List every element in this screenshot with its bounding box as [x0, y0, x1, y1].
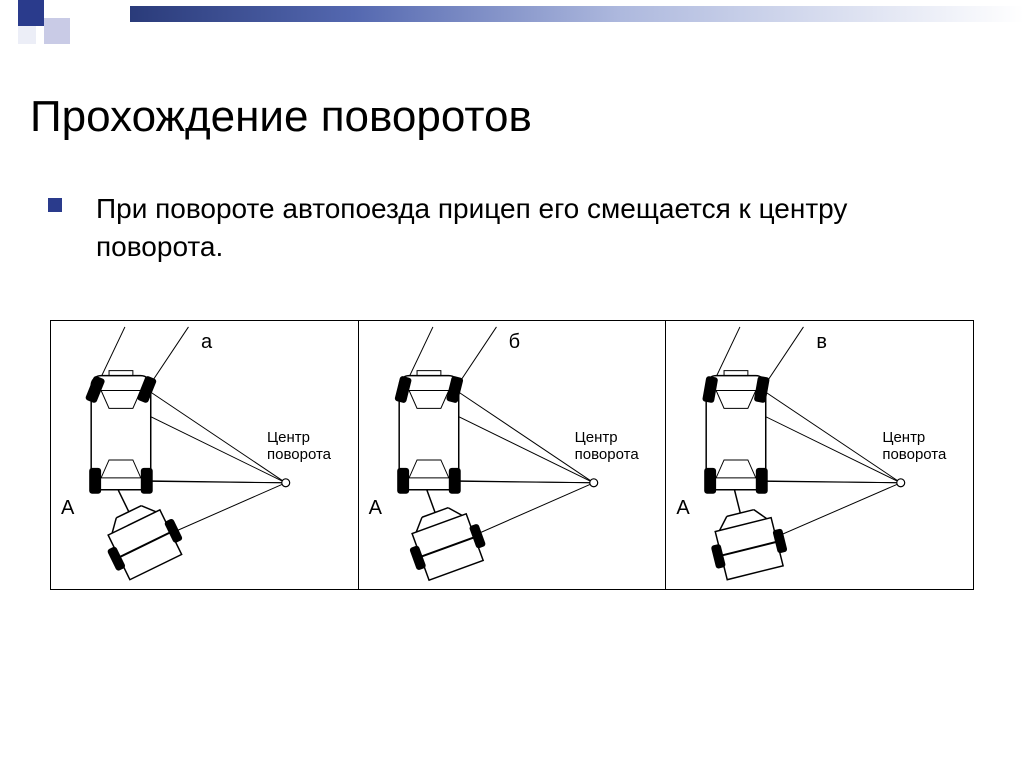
panel-c-A: А	[676, 497, 689, 520]
panel-b-letter: б	[509, 331, 520, 354]
decor-square-2	[44, 18, 70, 44]
panel-c-center-label: Центр поворота	[882, 429, 946, 464]
header-decor	[0, 0, 1024, 40]
page-title: Прохождение поворотов	[30, 92, 532, 142]
center-l1: Центр	[575, 429, 618, 446]
bullet-marker	[48, 198, 62, 212]
body-text: При повороте автопоезда прицеп его смеща…	[96, 190, 876, 266]
panel-a-letter: а	[201, 331, 212, 354]
diagram-row: а А Центр поворота б А Центр поворота в …	[50, 320, 974, 620]
panel-a: а А Центр поворота	[50, 320, 359, 590]
center-l2: поворота	[882, 446, 946, 463]
panel-b-center-label: Центр поворота	[575, 429, 639, 464]
center-l1: Центр	[882, 429, 925, 446]
header-gradient	[130, 6, 1024, 22]
center-l2: поворота	[575, 446, 639, 463]
decor-square-1	[18, 0, 44, 26]
panel-c: в А Центр поворота	[666, 320, 974, 590]
center-l2: поворота	[267, 446, 331, 463]
panel-b-A: А	[369, 497, 382, 520]
panel-b: б А Центр поворота	[359, 320, 667, 590]
center-l1: Центр	[267, 429, 310, 446]
panel-c-letter: в	[816, 331, 827, 354]
panel-a-A: А	[61, 497, 74, 520]
decor-square-3	[18, 26, 36, 44]
panel-a-center-label: Центр поворота	[267, 429, 331, 464]
